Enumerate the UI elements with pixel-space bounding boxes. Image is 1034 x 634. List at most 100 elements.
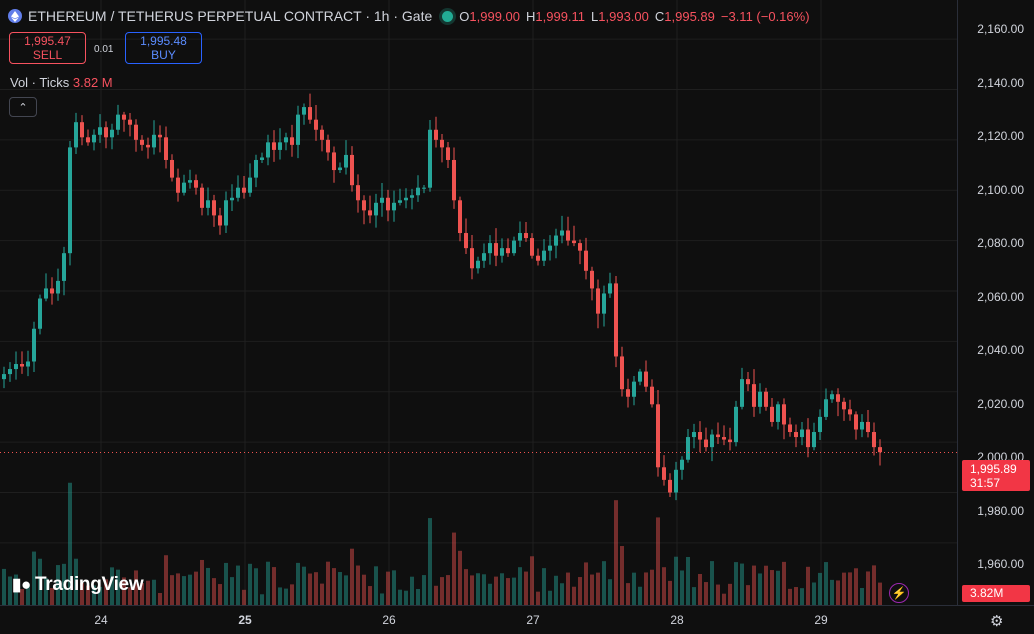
- candle-body: [530, 238, 534, 256]
- candle-body: [734, 406, 738, 443]
- volume-bar: [458, 550, 462, 605]
- candle-body: [440, 139, 444, 148]
- candle-body: [674, 469, 678, 493]
- ohlc-change: −3.11 (−0.16%): [720, 8, 810, 24]
- candle-body: [656, 404, 660, 468]
- sell-button[interactable]: 1,995.47 SELL: [9, 32, 86, 64]
- volume-bar: [542, 568, 546, 605]
- candle-body: [650, 386, 654, 405]
- volume-bar: [302, 566, 306, 605]
- volume-bar: [92, 585, 96, 605]
- candle-body: [464, 233, 468, 249]
- volume-bar: [260, 594, 264, 605]
- volume-bar: [584, 562, 588, 605]
- candle-body: [788, 424, 792, 433]
- volume-bar: [692, 587, 696, 605]
- candle-body: [518, 233, 522, 241]
- volume-bar: [872, 565, 876, 605]
- candle-body: [482, 253, 486, 261]
- volume-bar: [122, 577, 126, 605]
- volume-bar: [428, 518, 432, 605]
- candle-body: [872, 432, 876, 448]
- volume-bar: [170, 575, 174, 605]
- candle-body: [506, 248, 510, 254]
- candle-body: [494, 243, 498, 256]
- volume-bar: [290, 584, 294, 605]
- volume-bar: [536, 591, 540, 605]
- buy-label: BUY: [151, 48, 176, 62]
- volume-bar: [818, 572, 822, 605]
- volume-bar: [374, 566, 378, 605]
- sell-price: 1,995.47: [24, 34, 71, 48]
- volume-bar: [806, 566, 810, 605]
- volume-bar: [626, 583, 630, 605]
- volume-bar: [404, 590, 408, 605]
- candle-body: [602, 293, 606, 314]
- buy-button[interactable]: 1,995.48 BUY: [125, 32, 202, 64]
- volume-bar: [188, 574, 192, 605]
- volume-bar: [482, 574, 486, 605]
- candle-body: [170, 159, 174, 178]
- candle-body: [488, 243, 492, 254]
- volume-bar: [8, 576, 12, 605]
- candle-body: [566, 230, 570, 241]
- candle-body: [290, 137, 294, 145]
- volume-bar: [734, 562, 738, 605]
- candle-body: [2, 374, 6, 380]
- candle-body: [122, 114, 126, 120]
- volume-bar: [134, 570, 138, 605]
- candle-body: [452, 159, 456, 201]
- volume-bar: [716, 584, 720, 605]
- candle-body: [800, 429, 804, 438]
- candle-body: [254, 159, 258, 178]
- candle-body: [638, 371, 642, 382]
- candle-body: [704, 439, 708, 448]
- volume-bar: [770, 570, 774, 605]
- volume-bar: [308, 573, 312, 605]
- candle-body: [860, 421, 864, 430]
- candle-body: [428, 129, 432, 188]
- candle-body: [410, 195, 414, 198]
- volume-bar: [674, 556, 678, 605]
- volume-bar: [86, 585, 90, 605]
- candle-body: [446, 147, 450, 160]
- price-axis-label: 2,100.00: [977, 183, 1024, 197]
- candle-body: [230, 197, 234, 201]
- ohlc-low: L1,993.00: [591, 8, 649, 24]
- volume-bar: [680, 570, 684, 605]
- volume-bar: [656, 517, 660, 605]
- volume-bar: [236, 565, 240, 605]
- price-axis-label: 1,980.00: [977, 504, 1024, 518]
- volume-bar: [320, 583, 324, 605]
- buy-price: 1,995.48: [140, 34, 187, 48]
- volume-bar: [254, 568, 258, 605]
- gear-icon[interactable]: ⚙: [990, 613, 1004, 630]
- volume-bar: [248, 563, 252, 605]
- candle-body: [278, 142, 282, 150]
- symbol-title[interactable]: ETHEREUM / TETHERUS PERPETUAL CONTRACT ·…: [28, 8, 433, 24]
- candle-body: [218, 215, 222, 226]
- volume-bar: [728, 583, 732, 605]
- volume-bar: [440, 577, 444, 605]
- candle-body: [470, 248, 474, 269]
- volume-bar: [338, 572, 342, 605]
- candle-body: [92, 134, 96, 143]
- candle-body: [626, 389, 630, 397]
- volume-bar: [764, 565, 768, 605]
- lightning-icon[interactable]: ⚡: [889, 583, 909, 603]
- volume-bar: [722, 593, 726, 605]
- volume-bar: [464, 569, 468, 605]
- volume-bar: [26, 586, 30, 605]
- candle-body: [422, 187, 426, 189]
- candle-body: [392, 202, 396, 211]
- volume-legend[interactable]: Vol · Ticks 3.82 M: [10, 75, 113, 90]
- candle-body: [560, 230, 564, 236]
- collapse-legend-button[interactable]: ⌃: [9, 97, 37, 117]
- volume-bar: [590, 574, 594, 605]
- tradingview-logo[interactable]: ▮● TradingView: [12, 574, 144, 596]
- volume-bar: [410, 576, 414, 605]
- candle-body: [590, 270, 594, 289]
- time-axis-label: 24: [94, 613, 108, 627]
- volume-bar: [860, 588, 864, 605]
